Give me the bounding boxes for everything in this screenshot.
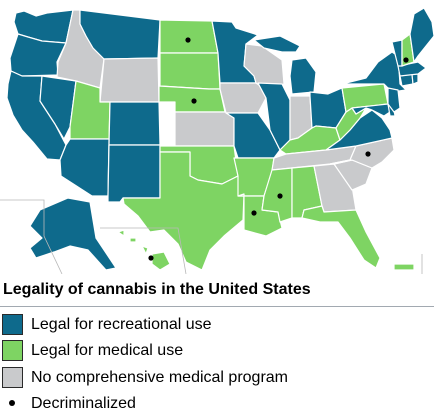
decriminalized-dot-nc <box>365 151 371 157</box>
legend-item-decriminalized: Decriminalized <box>2 392 432 416</box>
decriminalized-dot-icon <box>2 393 23 414</box>
decriminalized-dot-ne <box>191 98 197 104</box>
legend-label-decriminalized: Decriminalized <box>31 395 136 412</box>
decriminalized-dot-ms <box>277 193 283 199</box>
state-colorado <box>108 101 161 146</box>
decriminalized-dot-la <box>251 210 257 216</box>
legend-item-medical: Legal for medical use <box>2 339 432 363</box>
state-maine <box>409 7 434 63</box>
legend-divider <box>0 306 434 307</box>
legend-label-medical: Legal for medical use <box>31 342 184 359</box>
state-rhode-island <box>411 73 419 85</box>
state-iowa <box>219 82 267 114</box>
state-hawaii <box>117 229 171 271</box>
territory-puerto-rico <box>393 263 415 271</box>
state-south-dakota <box>159 52 221 90</box>
state-north-dakota <box>159 19 219 54</box>
legend-item-no-program: No comprehensive medical program <box>2 366 432 390</box>
legend-label-no-program: No comprehensive medical program <box>31 369 288 386</box>
state-texas <box>122 151 245 271</box>
legend-item-recreational: Legal for recreational use <box>2 313 432 337</box>
map-legend: Legality of cannabis in the United State… <box>0 274 434 416</box>
state-florida <box>301 205 381 269</box>
map-canvas <box>0 7 434 274</box>
legend-title: Legality of cannabis in the United State… <box>3 281 311 298</box>
decriminalized-dot-nh <box>403 57 409 63</box>
state-nebraska <box>158 85 226 113</box>
state-new-jersey <box>387 87 401 113</box>
no-program-swatch <box>2 367 23 388</box>
state-alaska <box>29 197 117 271</box>
decriminalized-dot-hi <box>148 255 154 261</box>
legend-label-recreational: Legal for recreational use <box>31 316 212 333</box>
state-arizona <box>59 138 110 197</box>
decriminalized-dot-nd <box>185 37 191 43</box>
us-cannabis-map <box>0 7 434 274</box>
state-kansas <box>174 111 235 147</box>
medical-swatch <box>2 340 23 361</box>
state-new-mexico <box>107 144 161 203</box>
state-wyoming <box>99 57 160 103</box>
recreational-swatch <box>2 314 23 335</box>
state-north-carolina <box>329 137 395 169</box>
inset-frame-lines <box>0 199 423 274</box>
